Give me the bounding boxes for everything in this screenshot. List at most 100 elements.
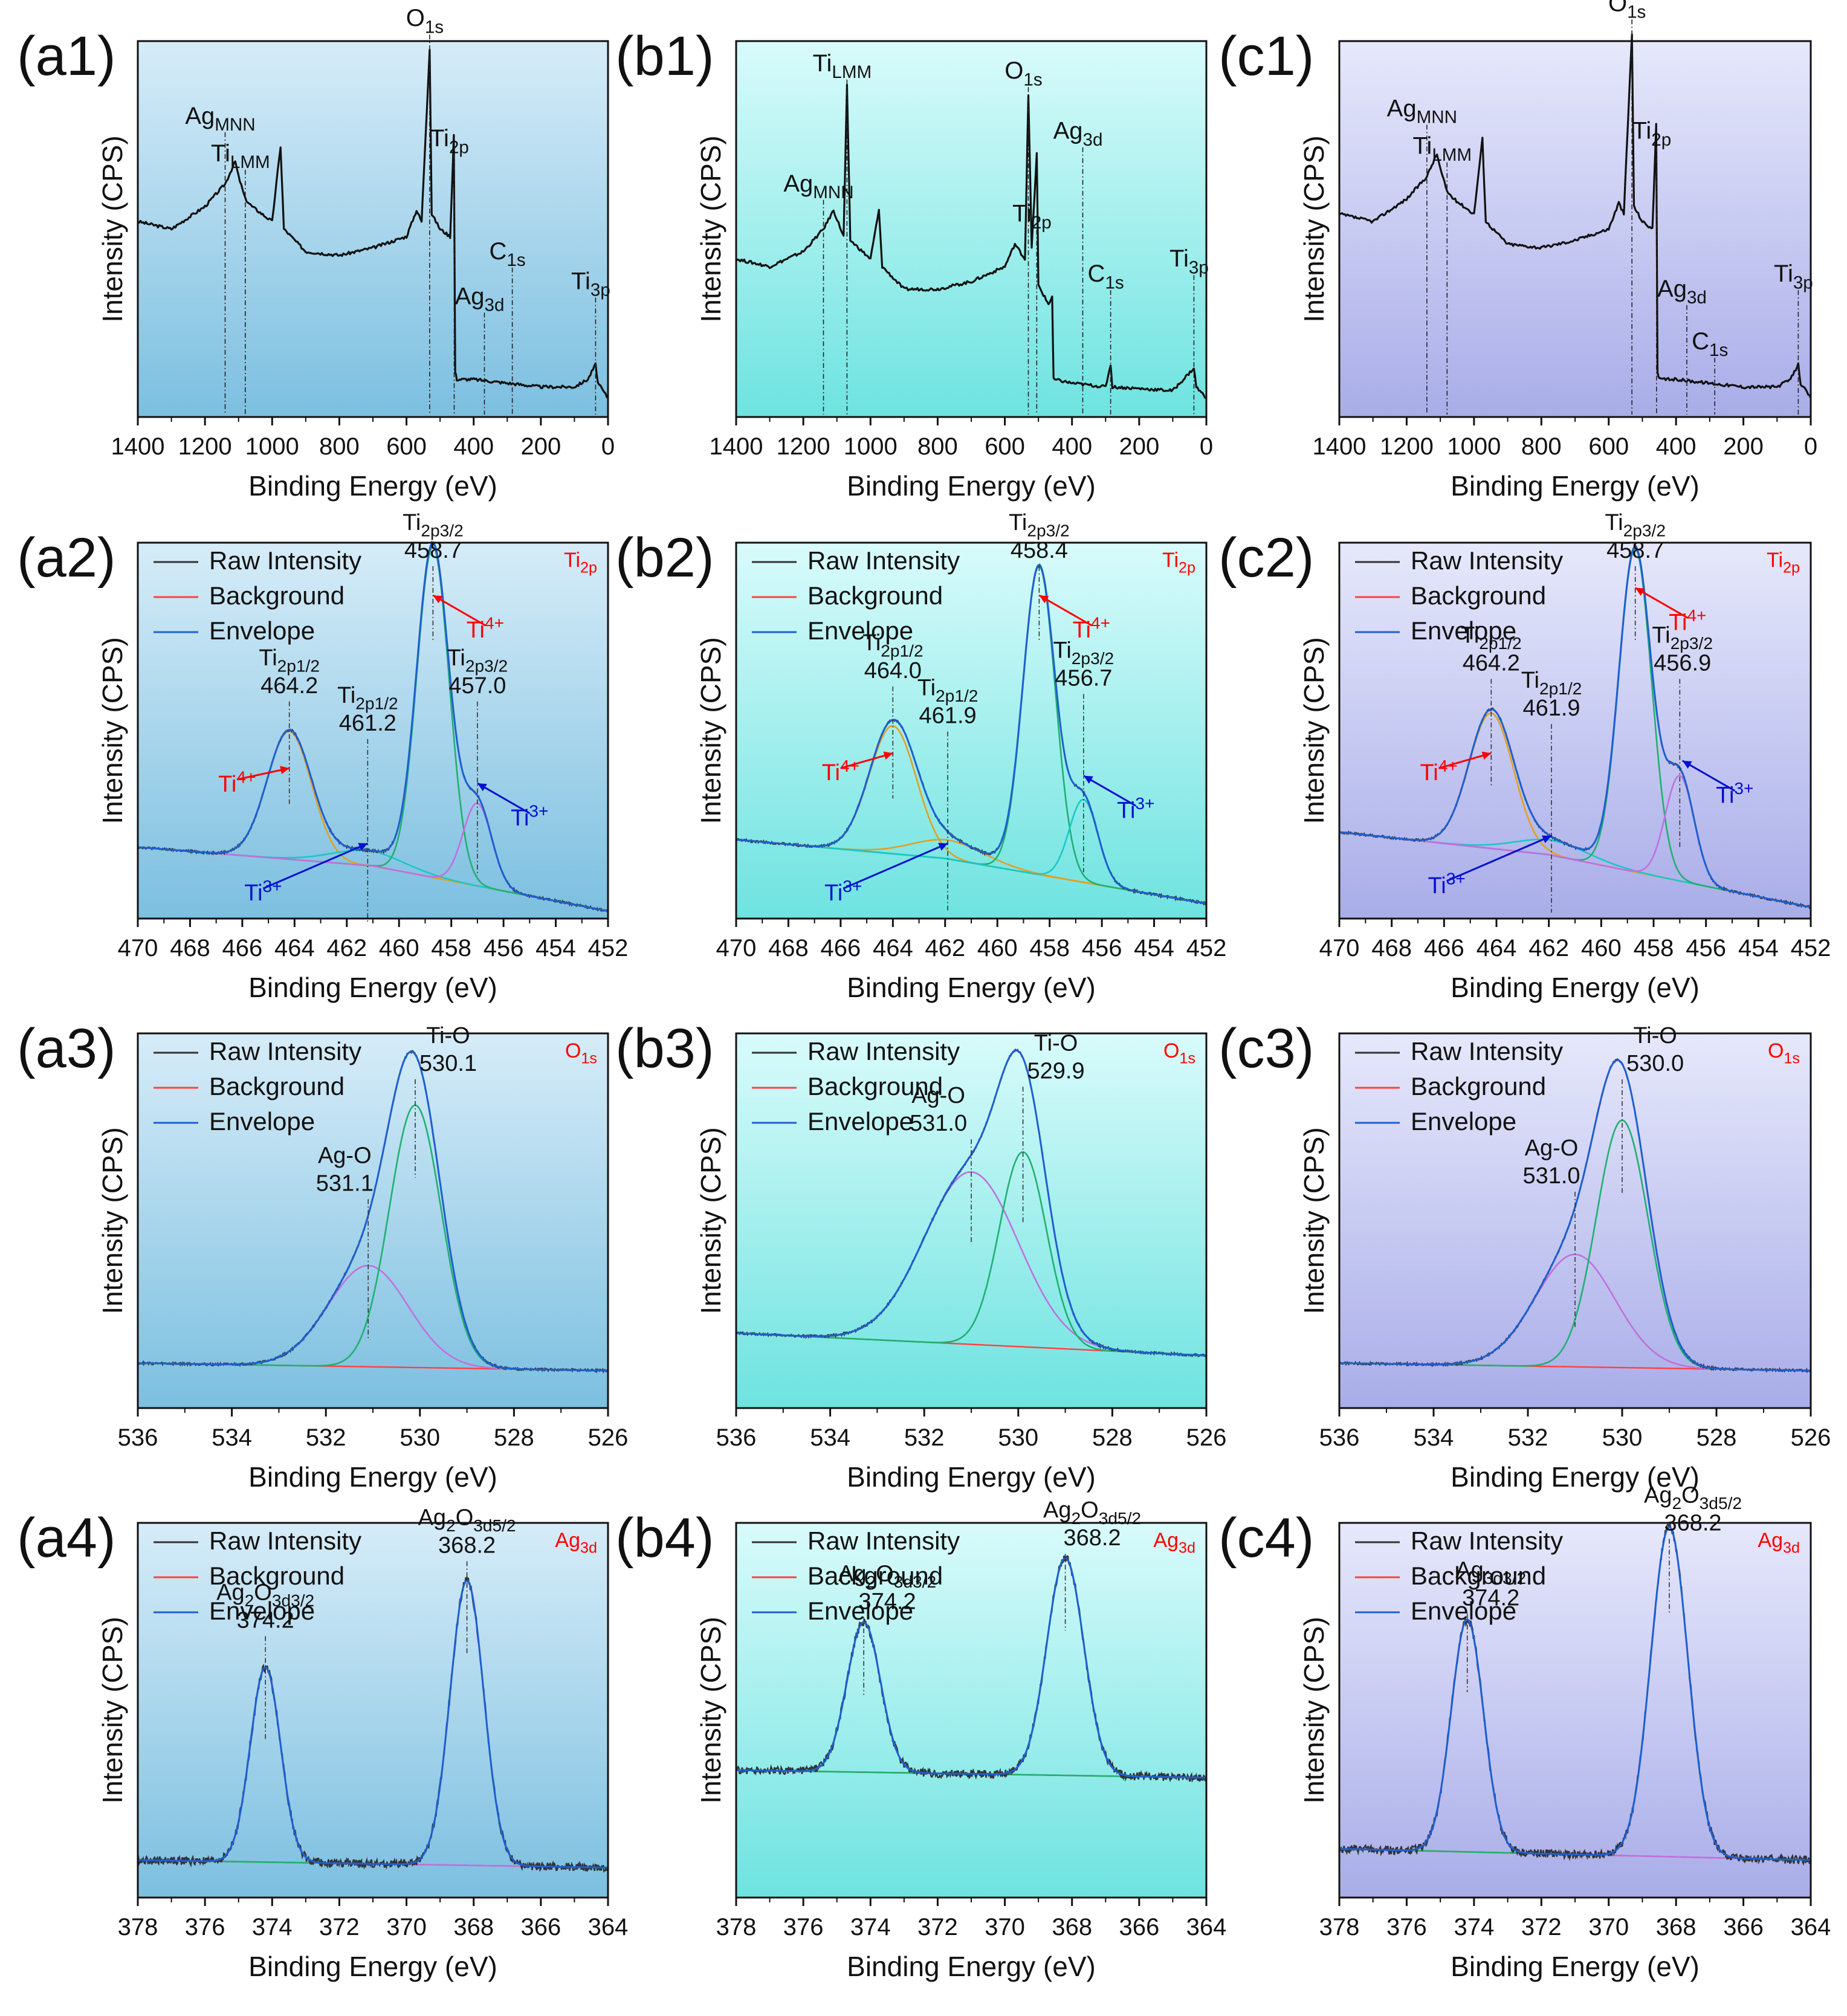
- x-tick-label: 456: [1082, 935, 1122, 961]
- peak-label-part-0: O: [1608, 0, 1627, 16]
- x-tick-label: 378: [1319, 1914, 1360, 1940]
- peak-assignment-label-part-0: Ag-O: [1525, 1136, 1579, 1161]
- x-tick-label: 800: [319, 433, 360, 460]
- peak-assignment-label-part-0: Ag: [216, 1580, 244, 1606]
- legend-entry: Raw Intensity: [209, 1527, 361, 1555]
- peak-assignment-label-part-0: Ag: [1644, 1482, 1672, 1508]
- peak-energy-value: 368.2: [1064, 1525, 1121, 1551]
- panel-a3: (a3) Intensity (CPS) Binding Energy (eV) 53…: [17, 1018, 628, 1493]
- legend-entry: Envelope: [807, 1597, 913, 1625]
- peak-assignment-label: Ag2O3d3/2: [838, 1562, 936, 1592]
- peak-assignment-label: Ti2p1/2: [337, 683, 398, 713]
- peak-assignment-label-part-0: Ti: [1053, 638, 1072, 663]
- peak-label: TiLMM: [211, 140, 270, 172]
- x-tick-label: 462: [326, 935, 367, 961]
- peak-assignment-label-part-1: 2: [1072, 1509, 1081, 1528]
- x-tick-label: 456: [484, 935, 524, 961]
- element-tag-part-1: 3d: [1179, 1540, 1195, 1557]
- state-arrowhead: [477, 783, 487, 792]
- element-tag: O1s: [1163, 1039, 1195, 1067]
- x-tick-label: 364: [1791, 1914, 1831, 1940]
- plot-area: [736, 41, 1206, 417]
- panel-label: (c3): [1218, 1018, 1314, 1079]
- oxidation-state-label-part-0: Ti: [244, 880, 262, 906]
- x-tick-label: 464: [873, 935, 913, 961]
- element-tag-part-0: Ag: [1153, 1529, 1179, 1552]
- peak-label-part-0: Ag: [455, 283, 485, 309]
- oxidation-state-label-part-0: Ti: [1117, 798, 1135, 823]
- legend-entry: Raw Intensity: [807, 1527, 960, 1555]
- plot-area: [1339, 41, 1811, 417]
- oxidation-state-label-part-1: 4+: [1687, 606, 1706, 625]
- element-tag: O1s: [1768, 1039, 1800, 1067]
- element-tag-part-0: Ti: [1767, 549, 1783, 572]
- state-arrow: [1438, 752, 1492, 769]
- element-tag: Ag3d: [555, 1529, 597, 1557]
- peak-assignment-label-part-1: 2p1/2: [881, 642, 923, 661]
- y-axis-label: Intensity (CPS): [695, 135, 726, 322]
- peak-assignment-label: Ti2p3/2: [403, 510, 464, 540]
- state-arrow: [1083, 775, 1137, 807]
- peak-label: AgMNN: [185, 103, 255, 135]
- peak-assignment-label: Ti2p3/2: [1605, 510, 1666, 540]
- peak-assignment-label-part-0: Ag: [838, 1562, 866, 1587]
- oxidation-state-label-part-0: Ti: [824, 880, 843, 906]
- x-tick-label: 366: [1723, 1914, 1764, 1940]
- x-tick-label: 528: [1697, 1424, 1737, 1451]
- panel-label: (c2): [1218, 527, 1314, 589]
- peak-assignment-label: Ag2O3d5/2: [1644, 1482, 1742, 1513]
- legend-entry: Raw Intensity: [1411, 546, 1563, 575]
- peak-energy-value: 374.2: [1462, 1585, 1519, 1611]
- legend-entry: Raw Intensity: [807, 1037, 960, 1065]
- peak-assignment-label-part-3: 3d3/2: [272, 1591, 314, 1610]
- state-arrowhead: [1039, 595, 1049, 604]
- x-tick-label: 454: [535, 935, 576, 961]
- x-axis-label: Binding Energy (eV): [248, 1951, 497, 1982]
- legend-entry: Background: [807, 1562, 943, 1590]
- legend-entry: Envelope: [209, 616, 315, 645]
- element-tag: Ag3d: [1758, 1529, 1800, 1557]
- peak-assignment-label-part-0: Ti: [862, 630, 881, 656]
- oxidation-state-label-part-1: 3+: [1446, 869, 1466, 888]
- x-tick-label: 460: [379, 935, 419, 961]
- peak-assignment-label-part-0: Ag: [1043, 1497, 1071, 1523]
- x-tick-label: 800: [917, 433, 958, 460]
- envelope-line: [138, 1579, 608, 1869]
- x-tick-label: 530: [399, 1424, 440, 1451]
- element-tag-part-0: Ag: [555, 1529, 580, 1552]
- peak-assignment-label-part-2: O: [1081, 1497, 1099, 1523]
- legend-entry: Raw Intensity: [807, 546, 960, 575]
- peak-assignment-label: Ag-O: [911, 1083, 965, 1108]
- x-tick-label: 470: [118, 935, 158, 961]
- x-tick-label: 454: [1738, 935, 1779, 961]
- x-tick-label: 458: [1634, 935, 1674, 961]
- x-tick-label: 372: [1521, 1914, 1562, 1940]
- peak-label-part-1: 2p: [449, 137, 469, 157]
- peak-assignment-label-part-0: Ag-O: [911, 1083, 965, 1108]
- plot-frame: [1338, 1522, 1812, 1899]
- panel-label: (a3): [17, 1018, 116, 1079]
- peak-label-part-1: LMM: [230, 152, 270, 172]
- x-tick-label: 468: [768, 935, 809, 961]
- plot-area: [138, 543, 608, 919]
- peak-label-part-0: Ti: [1774, 260, 1793, 287]
- x-axis-label: Binding Energy (eV): [847, 470, 1096, 502]
- peak-energy-value: 531.0: [1522, 1163, 1580, 1189]
- peak-assignment-label: Ti2p1/2: [1461, 622, 1522, 653]
- element-tag: Ag3d: [1153, 1529, 1195, 1557]
- peak-assignment-label: Ti2p3/2: [1053, 638, 1114, 668]
- legend-entry: Envelope: [807, 1107, 913, 1136]
- x-tick-label: 368: [1052, 1914, 1092, 1940]
- x-tick-label: 1000: [245, 433, 299, 460]
- x-tick-label: 1400: [111, 433, 165, 460]
- state-arrowhead: [1083, 775, 1093, 784]
- oxidation-state-label: Ti4+: [218, 767, 256, 796]
- element-tag-part-1: 1s: [1784, 1050, 1800, 1067]
- peak-label-part-1: 3p: [1189, 257, 1209, 277]
- x-tick-label: 1200: [178, 433, 232, 460]
- element-tag-part-0: O: [1163, 1039, 1179, 1062]
- peak-label-part-1: MNN: [1417, 108, 1457, 128]
- envelope-line: [1339, 1526, 1811, 1861]
- x-tick-label: 464: [1477, 935, 1517, 961]
- peak-label-part-1: 2p: [1032, 213, 1052, 233]
